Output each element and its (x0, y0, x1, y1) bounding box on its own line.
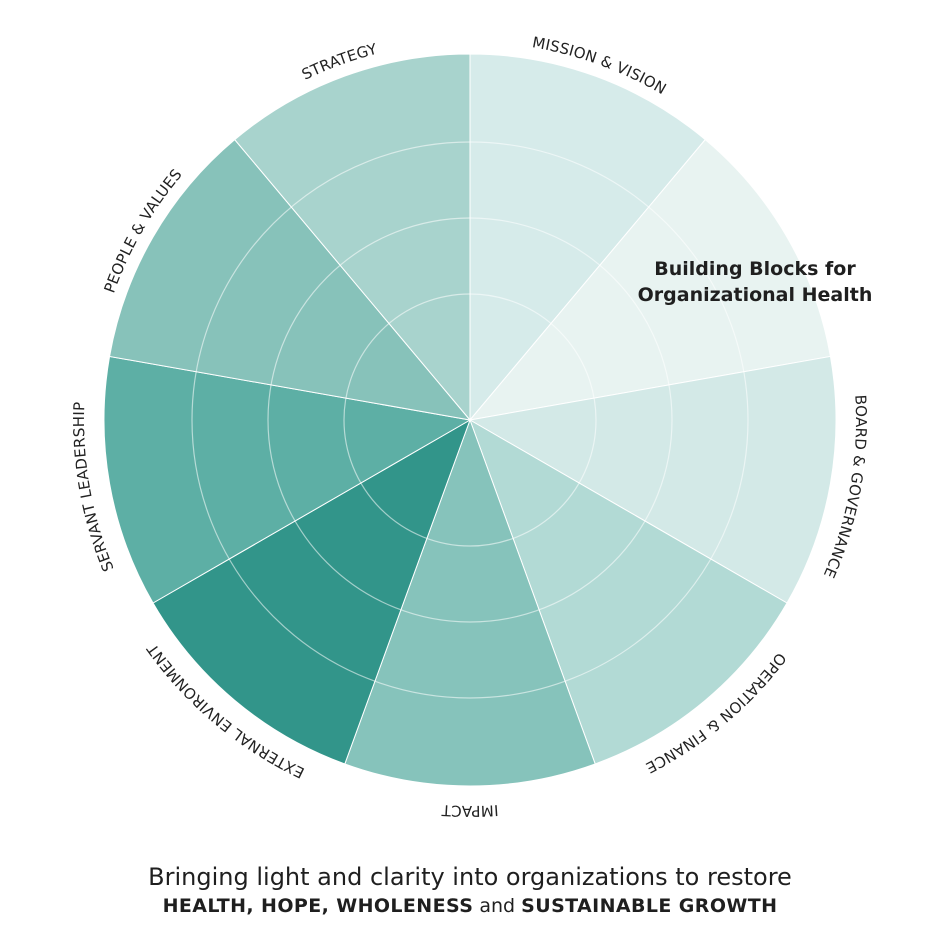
segment-mission-and-vision (469, 53, 706, 422)
ring-1 (343, 293, 597, 547)
ring-2 (267, 217, 673, 623)
wheel-rings (191, 141, 749, 699)
segment-external-environment (152, 418, 471, 765)
segment-strategy (234, 53, 471, 422)
tagline-bold-health: HEALTH, HOPE, WHOLENESS (162, 895, 474, 917)
tagline-bold-growth: SUSTAINABLE GROWTH (521, 895, 778, 917)
tagline-line2: HEALTH, HOPE, WHOLENESS and SUSTAINABLE … (0, 892, 940, 920)
label-impact: IMPACT (440, 801, 499, 820)
ring-3 (191, 141, 749, 699)
tagline: Bringing light and clarity into organiza… (0, 862, 940, 920)
center-title: Building Blocks for Organizational Healt… (600, 256, 910, 308)
tagline-connector: and (479, 895, 516, 917)
center-title-line1: Building Blocks for (654, 258, 856, 280)
segment-center-title-area (468, 138, 832, 421)
segment-people-and-values (108, 138, 472, 421)
segment-servant-leadership (103, 355, 472, 604)
segment-impact (344, 418, 596, 787)
center-title-line2: Organizational Health (637, 284, 873, 306)
segment-operation-and-finance (469, 418, 788, 765)
segment-board-and-governance (468, 355, 837, 604)
wheel-segments (103, 53, 837, 787)
tagline-line1: Bringing light and clarity into organiza… (148, 863, 792, 891)
